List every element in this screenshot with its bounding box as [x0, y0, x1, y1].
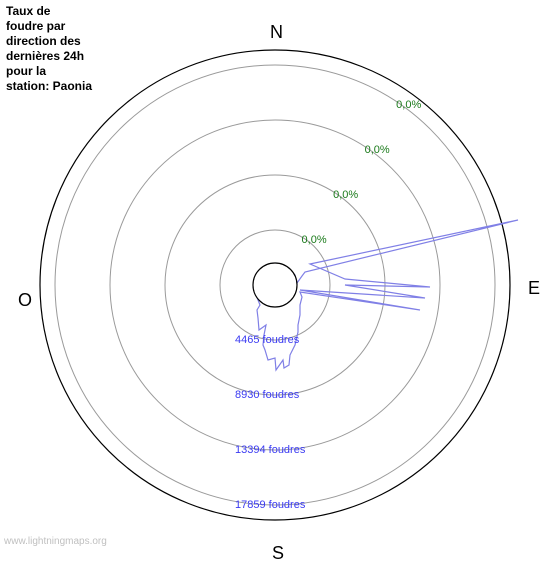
- chart-title: Taux defoudre pardirection desdernières …: [6, 4, 92, 94]
- ring-label-south: 17859 foudres: [235, 499, 305, 511]
- ring-label-north: 0,0%: [365, 144, 390, 156]
- ring-label-south: 4465 foudres: [235, 334, 299, 346]
- cardinal-west: O: [18, 290, 32, 311]
- cardinal-east: E: [528, 278, 540, 299]
- ring-label-north: 0,0%: [302, 234, 327, 246]
- attribution: www.lightningmaps.org: [4, 536, 107, 547]
- ring-label-north: 0,0%: [333, 189, 358, 201]
- cardinal-south: S: [272, 543, 284, 564]
- ring-label-south: 8930 foudres: [235, 389, 299, 401]
- ring-label-north: 0,0%: [396, 99, 421, 111]
- cardinal-north: N: [270, 22, 283, 43]
- ring-label-south: 13394 foudres: [235, 444, 305, 456]
